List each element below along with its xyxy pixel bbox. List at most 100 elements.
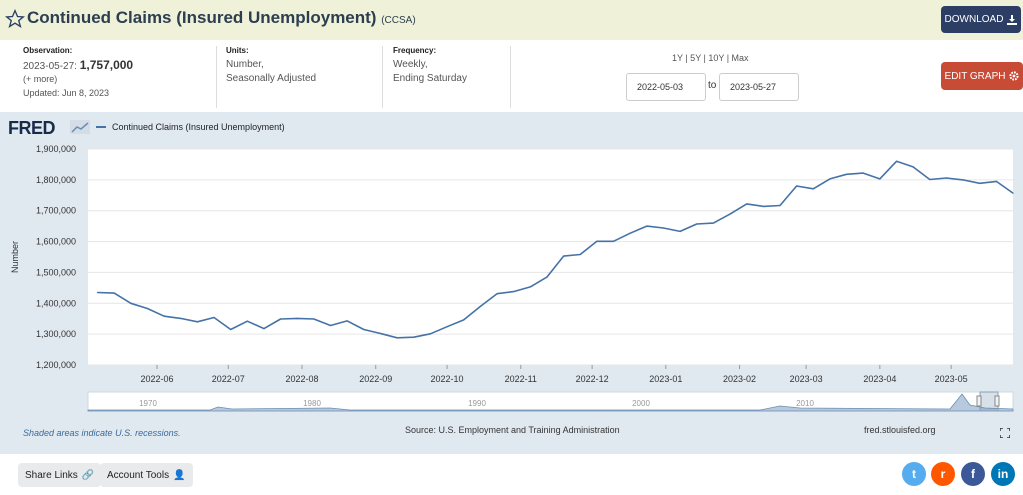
data-point bbox=[912, 166, 914, 168]
navigator-year-label: 2010 bbox=[796, 399, 814, 408]
gear-icon bbox=[1009, 71, 1020, 81]
y-tick-label: 1,800,000 bbox=[36, 175, 76, 185]
frequency-block: Frequency: Weekly, Ending Saturday bbox=[393, 46, 467, 86]
footer: Share Links 🔗 Account Tools 👤 t r f in bbox=[0, 454, 1023, 495]
divider bbox=[382, 46, 383, 108]
download-label: DOWNLOAD bbox=[944, 14, 1004, 25]
series-line bbox=[97, 160, 1014, 339]
star-outline-icon[interactable] bbox=[5, 9, 25, 29]
series-code: (CCSA) bbox=[381, 15, 416, 26]
data-point bbox=[845, 173, 848, 175]
data-point bbox=[696, 223, 698, 225]
reddit-icon[interactable]: r bbox=[931, 462, 955, 486]
navigator-handle-right bbox=[994, 395, 1000, 407]
data-point bbox=[230, 328, 232, 331]
start-date-input[interactable]: 2022-05-03 bbox=[626, 73, 706, 101]
range-selector[interactable]: 1Y | 5Y | 10Y | Max bbox=[672, 53, 749, 63]
data-point bbox=[762, 205, 764, 207]
data-point bbox=[546, 276, 548, 278]
to-label: to bbox=[708, 80, 717, 91]
navigator-year-label: 1980 bbox=[303, 399, 321, 408]
edit-graph-label: EDIT GRAPH bbox=[944, 70, 1006, 82]
data-point bbox=[979, 182, 981, 184]
data-point bbox=[712, 222, 714, 224]
data-point bbox=[96, 291, 99, 294]
data-point bbox=[396, 337, 398, 339]
data-point bbox=[646, 225, 648, 227]
share-links-button[interactable]: Share Links 🔗 bbox=[18, 463, 102, 487]
series-title: Continued Claims (Insured Unemployment) bbox=[27, 8, 377, 27]
linkedin-icon[interactable]: in bbox=[991, 462, 1015, 486]
data-point bbox=[263, 327, 265, 330]
y-tick-label: 1,900,000 bbox=[36, 144, 76, 154]
download-button[interactable]: DOWNLOAD bbox=[941, 6, 1021, 33]
frequency-line2: Ending Saturday bbox=[393, 73, 467, 84]
updated-date: Updated: Jun 8, 2023 bbox=[23, 88, 110, 98]
x-tick-label: 2022-06 bbox=[140, 374, 173, 384]
y-tick-label: 1,300,000 bbox=[36, 329, 76, 339]
fullscreen-icon[interactable] bbox=[1000, 428, 1010, 438]
x-tick-label: 2022-12 bbox=[576, 374, 609, 384]
plot-area bbox=[88, 149, 1013, 365]
x-tick-label: 2023-05 bbox=[935, 374, 968, 384]
navigator-series bbox=[87, 393, 1014, 412]
x-tick-label: 2023-02 bbox=[723, 374, 756, 384]
facebook-icon[interactable]: f bbox=[961, 462, 985, 486]
units-line2: Seasonally Adjusted bbox=[226, 73, 317, 84]
legend-swatch bbox=[96, 126, 106, 128]
edit-graph-button[interactable]: EDIT GRAPH bbox=[941, 62, 1023, 90]
data-point bbox=[729, 213, 731, 215]
data-point bbox=[413, 336, 415, 338]
data-point bbox=[363, 328, 365, 331]
data-point bbox=[929, 178, 931, 181]
y-tick-label: 1,700,000 bbox=[36, 206, 76, 216]
data-point bbox=[562, 255, 565, 257]
data-point bbox=[113, 292, 115, 294]
observation-number: 1,757,000 bbox=[79, 58, 134, 72]
chart-panel: FRED Continued Claims (Insured Unemploym… bbox=[0, 112, 1023, 454]
data-point bbox=[612, 240, 615, 242]
data-point bbox=[746, 203, 748, 205]
data-point bbox=[429, 333, 432, 335]
data-point bbox=[812, 188, 814, 190]
data-point bbox=[479, 305, 481, 307]
fred-logo: FRED bbox=[8, 118, 56, 138]
more-link[interactable]: (+ more) bbox=[23, 74, 58, 84]
units-label: Units: bbox=[226, 46, 249, 55]
data-point bbox=[945, 177, 948, 179]
navigator-year-label: 2000 bbox=[632, 399, 650, 408]
data-point bbox=[679, 230, 681, 232]
data-point bbox=[629, 232, 631, 234]
data-point bbox=[779, 204, 781, 207]
x-tick-label: 2023-04 bbox=[863, 374, 896, 384]
data-point bbox=[796, 185, 798, 187]
end-date-input[interactable]: 2023-05-27 bbox=[719, 73, 799, 101]
data-point bbox=[280, 318, 282, 320]
observation-date: 2023-05-27: bbox=[23, 61, 77, 72]
twitter-icon[interactable]: t bbox=[902, 462, 926, 486]
fred-logo-icon bbox=[70, 120, 90, 134]
series-info: Observation: 2023-05-27: 1,757,000 (+ mo… bbox=[0, 40, 1023, 112]
x-tick-label: 2022-09 bbox=[359, 374, 392, 384]
divider bbox=[216, 46, 217, 108]
y-axis-label: Number bbox=[10, 241, 20, 273]
line-chart[interactable]: 1,200,000 1,300,000 1,400,000 1,500,000 1,60… bbox=[0, 112, 1023, 454]
data-point bbox=[130, 302, 132, 304]
x-tick-label: 2022-11 bbox=[505, 374, 537, 384]
units-line1: Number, bbox=[226, 59, 264, 70]
data-point bbox=[146, 307, 149, 310]
data-point bbox=[213, 316, 215, 319]
account-tools-label: Account Tools bbox=[107, 469, 170, 481]
observation-block: Observation: 2023-05-27: 1,757,000 (+ mo… bbox=[23, 46, 133, 100]
data-point bbox=[379, 332, 382, 335]
data-point bbox=[163, 315, 165, 317]
fred-site[interactable]: fred.stlouisfed.org bbox=[864, 425, 936, 435]
share-links-label: Share Links bbox=[25, 469, 78, 481]
x-tick-label: 2022-07 bbox=[212, 374, 245, 384]
chart-legend: Continued Claims (Insured Unemployment) bbox=[96, 122, 285, 132]
observation-label: Observation: bbox=[23, 46, 73, 55]
data-point bbox=[496, 293, 498, 295]
account-tools-button[interactable]: Account Tools 👤 bbox=[100, 463, 193, 487]
data-point bbox=[346, 320, 348, 322]
legend-label: Continued Claims (Insured Unemployment) bbox=[112, 122, 285, 132]
